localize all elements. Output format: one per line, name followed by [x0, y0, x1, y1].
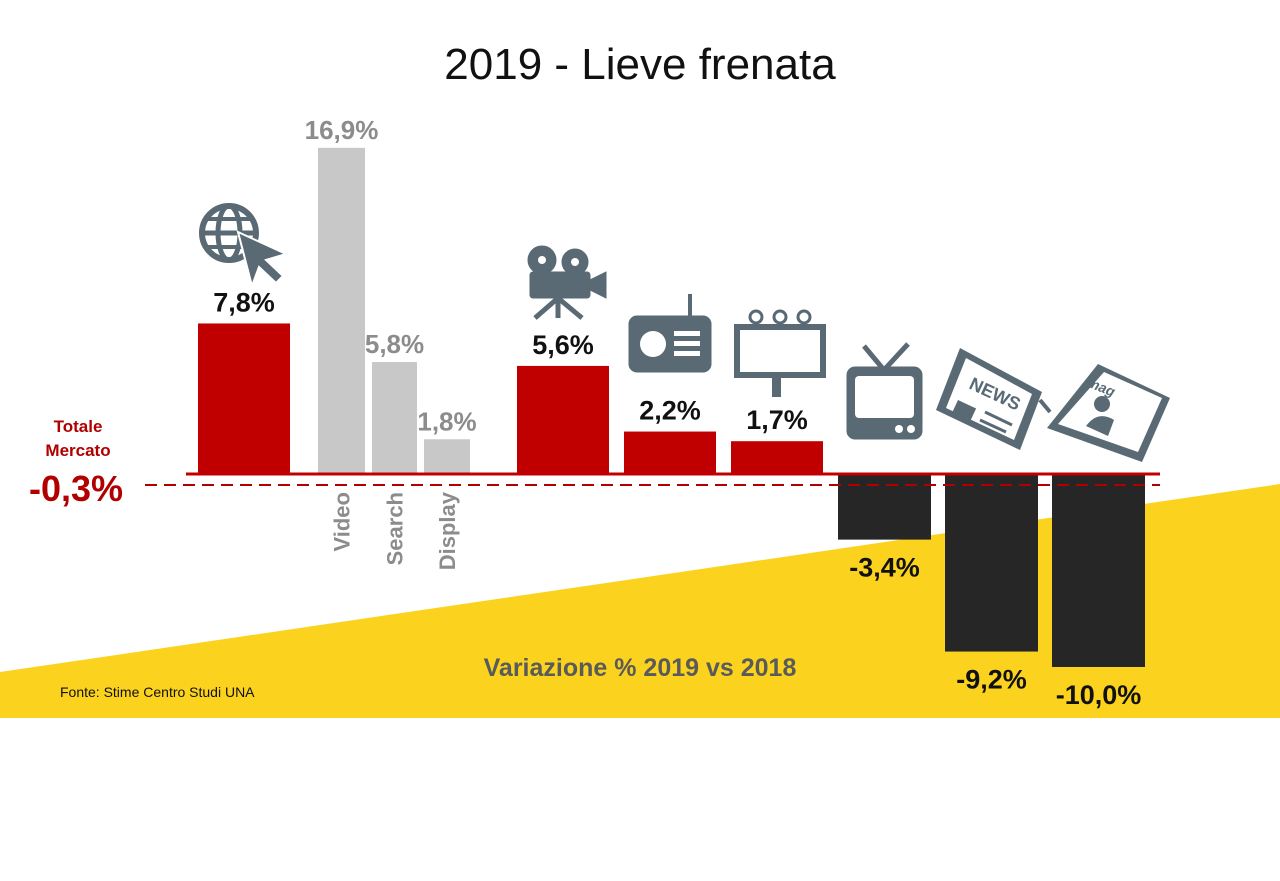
data-label: -3,4%: [849, 553, 920, 583]
category-label-video: Video: [330, 492, 355, 552]
tv-icon: [846, 342, 923, 440]
total-value: -0,3%: [29, 468, 123, 509]
category-label-search: Search: [383, 492, 408, 565]
total-label-line2: Mercato: [45, 441, 110, 460]
movie-camera-icon: [527, 245, 607, 320]
bar-movie-camera: [517, 365, 609, 474]
data-label: 2,2%: [639, 396, 701, 426]
data-label: 5,8%: [365, 329, 424, 359]
source-note: Fonte: Stime Centro Studi UNA: [60, 684, 255, 700]
bar-billboard: [731, 441, 823, 474]
bar-magazine: [1052, 474, 1145, 667]
bar-globe-cursor: [198, 323, 290, 474]
chart-title: 2019 - Lieve frenata: [444, 40, 836, 89]
radio-icon: [628, 294, 712, 373]
bar-newspaper: [945, 474, 1038, 652]
labels-layer: 7,8% 16,9% 5,8% 1,8% 5,6% 2,2% 1,7% -3,4% -9,2%-…: [213, 115, 1141, 710]
bar-display: [424, 439, 470, 474]
data-label: 1,7%: [746, 405, 808, 435]
billboard-icon: [734, 309, 826, 397]
bar-tv: [838, 474, 931, 540]
bar-radio: [624, 431, 716, 474]
data-label: -9,2%: [956, 665, 1027, 695]
footer-label: Variazione % 2019 vs 2018: [484, 654, 797, 682]
category-label-display: Display: [435, 491, 460, 570]
data-label: 16,9%: [305, 115, 379, 145]
data-label: 7,8%: [213, 287, 275, 317]
data-label: 5,6%: [532, 330, 594, 360]
data-label: -10,0%: [1056, 680, 1142, 710]
data-label: 1,8%: [417, 406, 476, 436]
total-label-line1: Totale: [54, 417, 103, 436]
magazine-icon: mag: [1047, 364, 1170, 462]
category-labels: Video Search Display: [330, 491, 461, 570]
newspaper-icon: NEWS: [936, 348, 1052, 450]
bar-video: [318, 147, 365, 474]
bar-search: [372, 362, 417, 474]
globe-cursor-icon: [199, 203, 289, 290]
